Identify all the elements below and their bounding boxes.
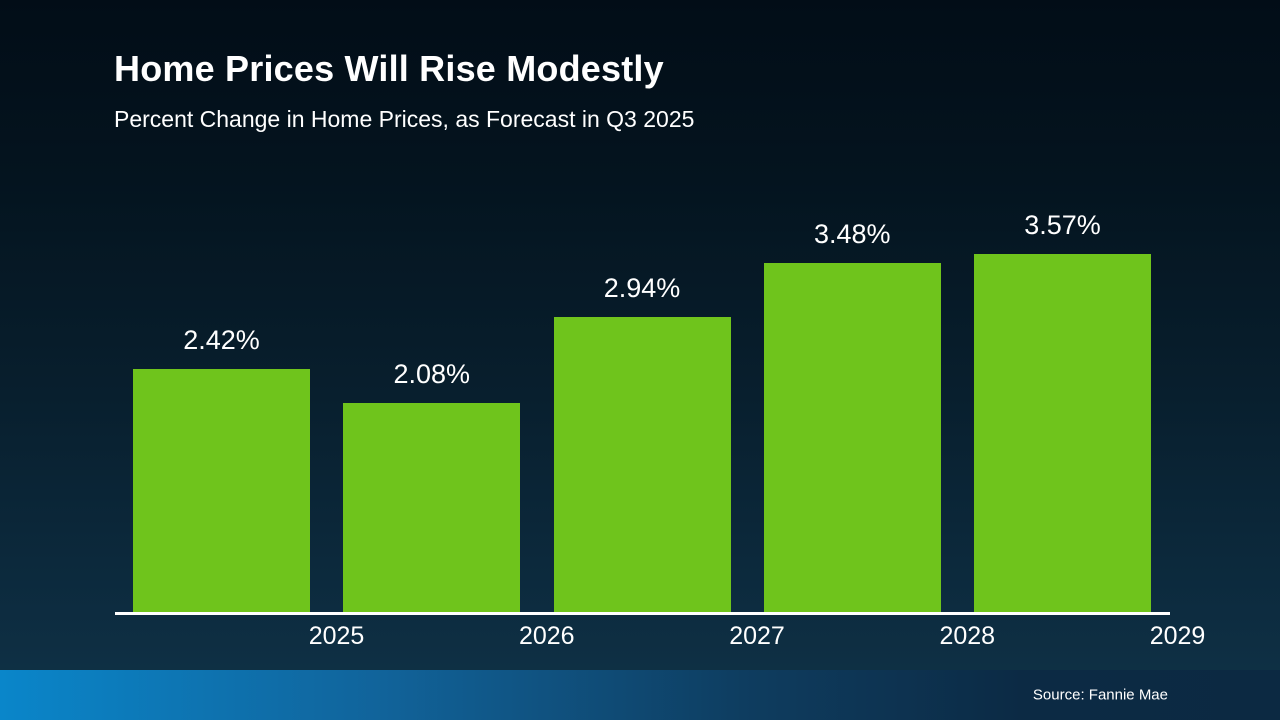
bar-column: 2.94% bbox=[553, 273, 731, 612]
bar bbox=[974, 254, 1151, 612]
x-axis-tick-label: 2028 bbox=[939, 622, 996, 650]
bar bbox=[553, 317, 731, 612]
x-axis-tick-label: 2026 bbox=[518, 622, 575, 650]
bar-value-label: 2.94% bbox=[603, 273, 681, 303]
bar bbox=[133, 369, 310, 612]
bar bbox=[343, 403, 521, 612]
bar-column: 3.48% bbox=[763, 219, 941, 612]
bar-value-label: 3.57% bbox=[1024, 210, 1101, 240]
bars-container: 2.42% 2.08% 2.94% 3.48% 3.57% bbox=[133, 200, 1151, 612]
footer-band: Source: Fannie Mae bbox=[0, 670, 1280, 720]
x-axis-tick-label: 2025 bbox=[308, 622, 365, 650]
x-axis-line bbox=[115, 612, 1170, 615]
chart-title: Home Prices Will Rise Modestly bbox=[114, 48, 664, 89]
bar-column: 2.08% bbox=[343, 359, 521, 612]
bar bbox=[763, 263, 941, 612]
x-axis-tick-label: 2027 bbox=[729, 622, 785, 650]
x-axis-labels: 2025 2026 2027 2028 2029 bbox=[248, 622, 1266, 651]
x-axis-tick-label: 2029 bbox=[1149, 622, 1206, 650]
source-label: Source: Fannie Mae bbox=[1032, 686, 1168, 704]
bar-value-label: 3.48% bbox=[813, 219, 891, 249]
bar-chart: 2.42% 2.08% 2.94% 3.48% 3.57% 2025 2026 2027 20… bbox=[115, 200, 1205, 650]
bar-value-label: 2.42% bbox=[183, 325, 260, 355]
bar-column: 3.57% bbox=[974, 210, 1151, 612]
bar-column: 2.42% bbox=[133, 325, 310, 612]
chart-subtitle: Percent Change in Home Prices, as Foreca… bbox=[114, 106, 695, 132]
bar-value-label: 2.08% bbox=[393, 359, 471, 389]
